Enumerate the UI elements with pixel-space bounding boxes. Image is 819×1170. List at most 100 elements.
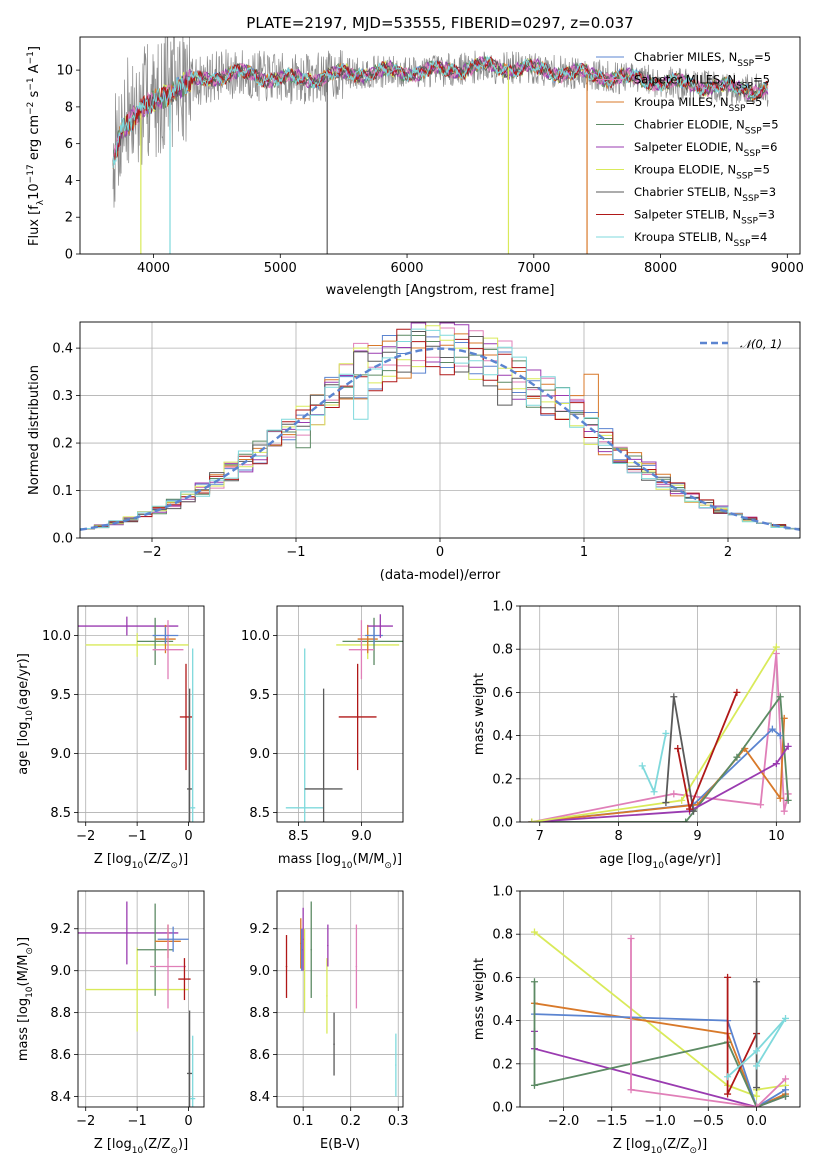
x-tick-label: −1.0	[644, 1114, 676, 1129]
weight-marker	[650, 788, 658, 796]
y-tick-label: 2	[65, 211, 73, 226]
x-tick-label: −2	[142, 545, 161, 560]
y-tick-label: 1.0	[492, 600, 513, 615]
x-tick-label: 0.2	[340, 1114, 361, 1129]
weight-marker	[724, 1073, 732, 1081]
axes-frame	[276, 605, 404, 823]
legend-entry-label: Kroupa MILES, NSSP=5	[634, 95, 762, 114]
data-point	[154, 640, 156, 643]
axes-frame	[77, 890, 205, 1108]
weight-marker	[782, 1075, 790, 1083]
weight-line-chabrier-miles	[531, 727, 781, 822]
data-point	[379, 625, 382, 627]
data-point	[356, 716, 359, 718]
x-tick-label: −1	[128, 829, 147, 844]
data-point	[302, 938, 304, 941]
spectrum-plot-area	[112, 37, 769, 254]
weight-marker	[782, 1092, 790, 1100]
weight-marker	[678, 796, 686, 804]
x-tick-label: −0.5	[692, 1114, 724, 1129]
x-tick-label: 0	[436, 545, 444, 560]
data-point	[191, 807, 194, 809]
y-tick-label: 0.8	[492, 643, 513, 658]
age-vs-z-y-axis-label: age [log10(age/yr)]	[16, 653, 35, 775]
legend-entry-label: Chabrier STELIB, NSSP=3	[634, 185, 776, 204]
legend-entry-label: Chabrier ELODIE, NSSP=5	[634, 118, 779, 137]
x-tick-label: 0	[184, 829, 192, 844]
residual-panel: −2 −1 0 1 2 0.0 0.1 0.2 0.3 0.4	[52, 321, 801, 560]
data-point	[322, 788, 325, 790]
y-tick-label: 8.6	[50, 1048, 71, 1063]
data-point	[136, 644, 138, 646]
y-tick-label: 0.6	[492, 971, 513, 986]
mass-vs-ebv-panel: 0.1 0.2 0.3 8.4 8.6 8.8 9.0 9.2	[249, 890, 409, 1129]
data-point	[326, 995, 328, 997]
legend-entry-label: Salpeter STELIB, NSSP=3	[634, 208, 775, 227]
data-point	[303, 969, 306, 972]
weight-marker	[627, 935, 635, 943]
y-tick-label: 9.0	[249, 747, 270, 762]
weight-vs-z-x-axis-label: Z [log10(Z/Z⊙)]	[613, 1137, 707, 1156]
weight-marker	[662, 799, 670, 807]
axes-frame	[79, 321, 801, 539]
axes-frame	[519, 890, 801, 1108]
reference-legend-label: 𝒩(0, 1)	[740, 337, 782, 351]
axes-frame	[276, 890, 404, 1108]
y-tick-label: 10.0	[42, 629, 71, 644]
y-tick-label: 6	[65, 137, 73, 152]
weight-marker	[772, 760, 780, 768]
weight-marker	[724, 1090, 732, 1098]
normal-reference-curve	[80, 347, 800, 531]
weight-marker	[690, 807, 698, 815]
weight-marker	[733, 688, 741, 696]
y-tick-label: 9.2	[50, 922, 71, 937]
y-tick-label: 0	[65, 248, 73, 263]
data-point	[355, 965, 358, 968]
x-tick-label: 2	[724, 545, 732, 560]
histogram-salpeter-stelib	[80, 328, 800, 530]
x-tick-label: −2	[76, 1114, 95, 1129]
spectrum-panel: 4000 5000 6000 7000 8000 9000 0 2 4 6 8 10	[56, 36, 804, 276]
weight-marker	[530, 978, 538, 986]
weight-vs-age-panel-plot-area	[528, 643, 792, 822]
weight-line-kroupa-stelib	[641, 733, 667, 795]
mass-vs-ebv-x-axis-label: E(B-V)	[320, 1137, 360, 1152]
weight-line-kroupa-elodie	[531, 646, 778, 822]
weight-line-salpeter-elodie	[531, 745, 789, 822]
y-tick-label: 9.5	[50, 688, 71, 703]
y-tick-label: 0.2	[492, 1057, 513, 1072]
data-point	[366, 638, 369, 640]
weight-marker	[682, 818, 690, 822]
weight-marker	[757, 801, 765, 809]
weight-vs-age-panel: 7 8 9 10 0.0 0.2 0.4 0.6 0.8 1.0	[492, 600, 801, 844]
x-tick-label: 0.1	[293, 1114, 314, 1129]
y-tick-label: 0.4	[52, 342, 73, 357]
residual-x-axis-label: (data-model)/error	[380, 568, 501, 583]
x-tick-label: 5000	[264, 261, 297, 276]
y-tick-label: 0.0	[492, 816, 513, 831]
age-vs-metallicity-panel-plot-area	[78, 616, 196, 822]
mass-vs-z-y-axis-label: mass [log10(M/M⊙)]	[16, 937, 35, 1061]
data-point	[360, 648, 363, 651]
y-tick-label: 0.0	[492, 1101, 513, 1116]
data-point	[303, 807, 306, 809]
weight-marker	[753, 978, 761, 986]
histogram-plot-area	[80, 322, 800, 531]
data-point	[136, 988, 138, 991]
x-tick-label: 8.5	[288, 829, 309, 844]
y-tick-label: 4	[65, 174, 73, 189]
y-tick-label: 0.4	[492, 729, 513, 744]
weight-marker	[674, 745, 682, 753]
weight-marker	[662, 729, 670, 737]
x-tick-label: 7000	[517, 261, 550, 276]
x-tick-label: −2	[76, 829, 95, 844]
y-tick-label: 9.5	[249, 688, 270, 703]
x-tick-label: 0.0	[746, 1114, 767, 1129]
weight-marker	[627, 1086, 635, 1094]
y-tick-label: 10	[56, 64, 73, 79]
weight-marker	[753, 1062, 761, 1070]
y-tick-label: 9.0	[249, 964, 270, 979]
weight-line-kroupa-stelib	[726, 1017, 787, 1078]
data-point	[333, 1043, 335, 1045]
